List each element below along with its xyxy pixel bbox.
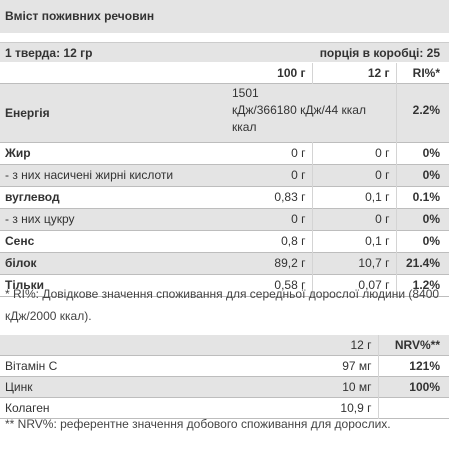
row-per100: 0,58 г <box>232 274 313 297</box>
row-label: вуглевод <box>5 190 60 204</box>
vitamin-label: Вітамін С <box>5 359 58 373</box>
row-per100: 0,8 г <box>232 230 313 253</box>
row-ri: 0% <box>396 164 449 187</box>
table-row: Жир 0 г 0 г 0% <box>0 142 449 165</box>
row-ri: 0.1% <box>412 190 440 204</box>
vitamin-amount: 97 мг <box>316 355 379 377</box>
energy-per100: 1501 кДж/366180 кДж/44 ккал ккал <box>232 83 397 143</box>
row-per-serving: 0 г <box>312 208 397 231</box>
row-label: - з них насичені жирні кислоти <box>0 164 232 187</box>
table-row: білок 89,2 г 10,7 г 21.4% <box>0 252 449 275</box>
header-per-serving: 12 г <box>312 63 397 84</box>
row-per-serving: 0 г <box>312 142 397 165</box>
table-row: - з них насичені жирні кислоти 0 г 0 г 0… <box>0 164 449 187</box>
row-per100: 0,83 г <box>232 186 313 209</box>
table-row: Вітамін С 97 мг 121% <box>0 355 449 377</box>
ri-footnote: * RI%: Довідкове значення споживання для… <box>5 287 440 323</box>
row-per100: 0 г <box>232 208 313 231</box>
header-per100: 100 г <box>232 63 313 84</box>
nutrient-header-row: 100 г 12 г RI%* <box>0 63 449 84</box>
row-label: білок <box>0 252 232 275</box>
energy-line-2: кДж/366180 кДж/44 ккал <box>232 103 366 117</box>
table-row: Сенс 0,8 г 0,1 г 0% <box>0 230 449 253</box>
energy-line-1: 1501 <box>232 86 259 100</box>
row-per100: 0 г <box>232 142 313 165</box>
vitamin-header-nrv: NRV%** <box>378 335 449 356</box>
vitamin-header-amount: 12 г <box>316 335 379 356</box>
row-per100: 89,2 г <box>232 252 313 275</box>
row-label: Тільки <box>5 278 45 292</box>
row-per-serving: 0,1 г <box>312 186 397 209</box>
table-row: Колаген 10,9 г <box>0 397 449 419</box>
row-per-serving: 0,07 г <box>312 274 397 297</box>
table-row: - з них цукру 0 г 0 г 0% <box>0 208 449 231</box>
energy-row: Енергія 1501 кДж/366180 кДж/44 ккал ккал… <box>0 83 449 143</box>
table-row: Цинк 10 мг 100% <box>0 376 449 398</box>
vitamin-header-label <box>0 335 316 356</box>
row-per-serving: 10,7 г <box>312 252 397 275</box>
vitamin-header-row: 12 г NRV%** <box>0 335 449 356</box>
vitamin-label: Колаген <box>5 401 50 415</box>
vitamin-nrv: 121% <box>409 359 440 373</box>
nutrition-title: Вміст поживних речовин <box>0 0 449 33</box>
nrv-footnote: ** NRV%: референтне значення добового сп… <box>5 417 391 431</box>
vitamin-label: Цинк <box>0 376 316 398</box>
serving-size: 1 тверда: 12 гр <box>5 46 93 60</box>
row-label: Жир <box>5 146 31 160</box>
table-row: вуглевод 0,83 г 0,1 г 0.1% <box>0 186 449 209</box>
vitamin-nrv: 100% <box>378 376 449 398</box>
servings-per-box: порція в коробці: 25 <box>319 46 440 60</box>
table-row: Тільки 0,58 г 0,07 г 1.2% <box>0 274 449 297</box>
row-per-serving: 0 г <box>312 164 397 187</box>
vitamin-amount: 10 мг <box>316 376 379 398</box>
header-label <box>0 63 232 84</box>
nutrient-table: 100 г 12 г RI%* Енергія 1501 кДж/366180 … <box>0 63 449 297</box>
row-label: Сенс <box>5 234 35 248</box>
vitamin-table: 12 г NRV%** Вітамін С 97 мг 121% Цинк 10… <box>0 335 449 419</box>
row-ri: 0% <box>422 234 440 248</box>
row-ri: 0% <box>422 146 440 160</box>
row-per-serving: 0,1 г <box>312 230 397 253</box>
row-ri: 0% <box>396 208 449 231</box>
vitamin-amount: 10,9 г <box>316 397 379 419</box>
serving-info: 1 тверда: 12 гр порція в коробці: 25 <box>0 42 449 62</box>
header-ri: RI%* <box>412 66 440 80</box>
energy-label: Енергія <box>0 83 232 143</box>
row-label: - з них цукру <box>0 208 232 231</box>
energy-ri: 2.2% <box>396 83 449 143</box>
row-per100: 0 г <box>232 164 313 187</box>
row-ri: 21.4% <box>396 252 449 275</box>
energy-line-3: ккал <box>232 120 257 134</box>
row-ri: 1.2% <box>412 278 440 292</box>
